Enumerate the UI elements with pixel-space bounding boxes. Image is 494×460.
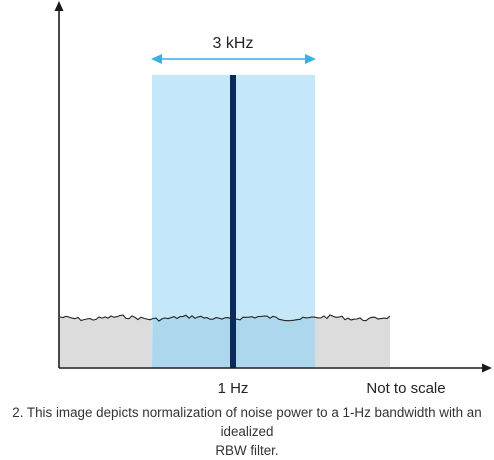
scale-note: Not to scale [366,380,445,397]
y-axis-arrow-icon [54,1,64,11]
caption-line-1: 2. This image depicts normalization of n… [12,405,482,439]
x-axis-arrow-icon [482,363,492,373]
one-hz-center-line [230,75,236,368]
bandwidth-label: 3 kHz [213,35,254,52]
caption-line-2: RBW filter. [215,443,279,458]
figure-caption: 2. This image depicts normalization of n… [0,403,494,460]
diagram-figure: 3 kHz 1 Hz Not to scale [54,1,492,397]
arrow-right-icon [305,54,316,64]
noise-floor-trace [59,314,391,322]
center-frequency-label: 1 Hz [218,380,249,397]
arrow-left-icon [151,54,162,64]
